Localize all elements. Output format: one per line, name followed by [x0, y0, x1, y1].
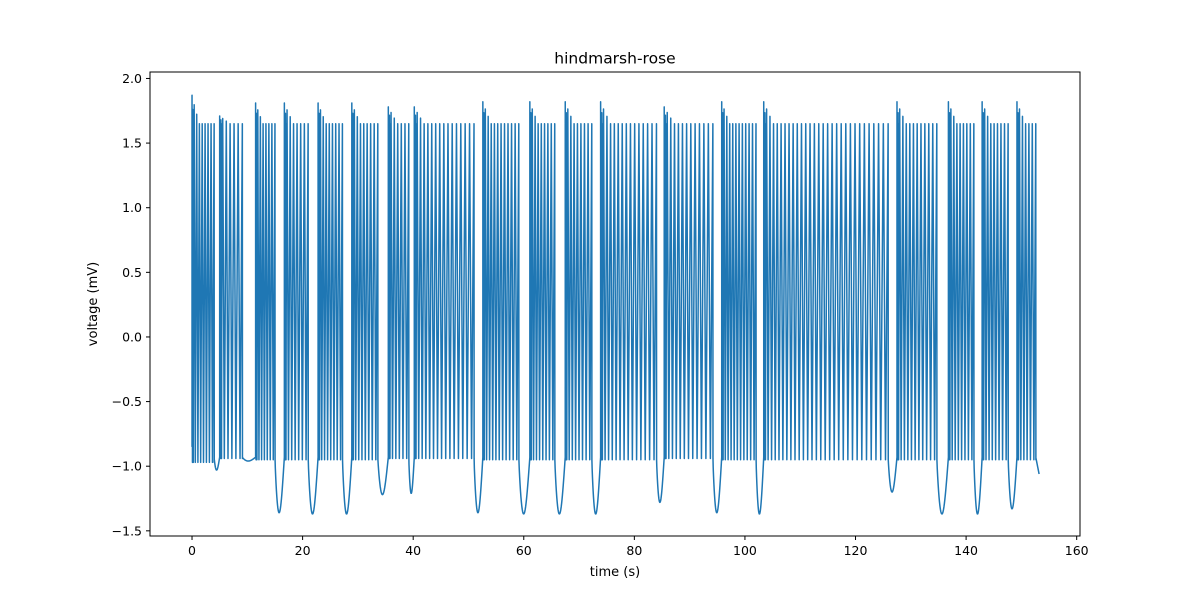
y-tick-label: −1.0: [112, 459, 142, 474]
plot-area: [191, 94, 1040, 515]
x-tick-label: 40: [405, 543, 421, 558]
x-tick-label: 100: [733, 543, 757, 558]
axes-frame: [149, 71, 1081, 537]
x-axis: 0 20 40 60 80 100 120 140 160: [188, 536, 1089, 558]
y-tick-label: −1.5: [112, 523, 142, 538]
y-tick-label: 2.0: [122, 71, 142, 86]
y-tick-label: 1.0: [122, 200, 142, 215]
x-tick-label: 120: [844, 543, 868, 558]
y-tick-label: −0.5: [112, 394, 142, 409]
x-tick-label: 0: [188, 543, 196, 558]
x-tick-label: 60: [516, 543, 532, 558]
x-axis-label: time (s): [590, 565, 640, 580]
y-tick-label: 1.5: [122, 136, 142, 151]
x-tick-label: 80: [626, 543, 642, 558]
x-tick-label: 140: [954, 543, 978, 558]
series-line-voltage: [191, 94, 1040, 515]
y-axis-label: voltage (mV): [86, 262, 101, 346]
y-axis: −1.5 −1.0 −0.5 0.0 0.5 1.0 1.5 2.0: [112, 71, 150, 538]
y-tick-label: 0.0: [122, 329, 142, 344]
y-tick-label: 0.5: [122, 265, 142, 280]
x-tick-label: 160: [1065, 543, 1089, 558]
chart-title: hindmarsh-rose: [554, 50, 675, 68]
x-tick-label: 20: [295, 543, 311, 558]
